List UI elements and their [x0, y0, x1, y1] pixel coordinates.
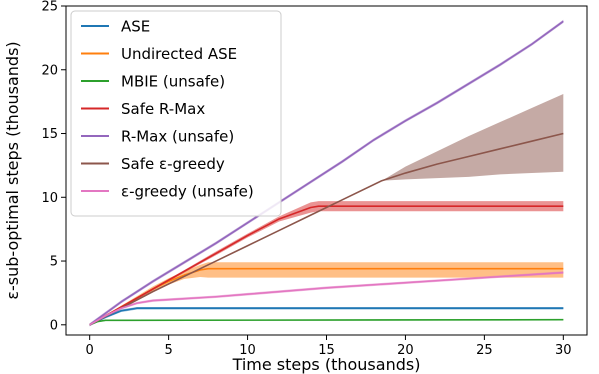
series-line-4 [89, 20, 564, 326]
x-tick-label: 15 [318, 343, 335, 358]
x-tick-label: 25 [476, 343, 493, 358]
y-tick-label: 10 [41, 191, 58, 206]
series-lines [89, 20, 564, 326]
series-band-1 [89, 262, 564, 325]
y-tick-label: 15 [41, 127, 58, 142]
x-tick-label: 5 [164, 343, 172, 358]
x-axis-ticks: 0 5 10 15 20 25 30 [86, 335, 572, 358]
x-axis-label: Time steps (thousands) [232, 355, 421, 374]
series-band-5 [381, 93, 564, 181]
series-band-0 [89, 306, 564, 327]
x-tick-label: 0 [86, 343, 94, 358]
series-band-6 [89, 271, 564, 327]
legend-box [70, 10, 282, 217]
series-line-3 [89, 205, 564, 326]
series-line-0 [89, 307, 564, 326]
x-tick-label: 30 [555, 343, 572, 358]
y-tick-label: 20 [41, 63, 58, 78]
series-line-5 [89, 132, 564, 326]
legend-entry: R-Max (unsafe) [121, 128, 234, 146]
legend: ASE Undirected ASE MBIE (unsafe) Safe R-Max… [70, 10, 282, 217]
y-tick-label: 5 [50, 255, 58, 270]
y-axis-label: ε-sub-optimal steps (thousands) [3, 41, 22, 299]
legend-entry: Undirected ASE [121, 45, 237, 63]
x-tick-label: 20 [397, 343, 414, 358]
legend-entry: Safe ε-greedy [121, 155, 225, 173]
series-band-4 [89, 19, 564, 327]
y-tick-label: 25 [41, 0, 58, 15]
series-line-6 [89, 271, 564, 326]
legend-entry: ASE [121, 18, 150, 36]
legend-entry: MBIE (unsafe) [121, 73, 225, 91]
x-tick-label: 10 [239, 343, 256, 358]
series-line-2 [89, 318, 564, 326]
y-axis-ticks: 0 5 10 15 20 25 [41, 0, 66, 333]
legend-entry: Safe R-Max [121, 100, 205, 118]
y-tick-label: 0 [50, 318, 58, 333]
legend-entry: ε-greedy (unsafe) [121, 183, 254, 201]
